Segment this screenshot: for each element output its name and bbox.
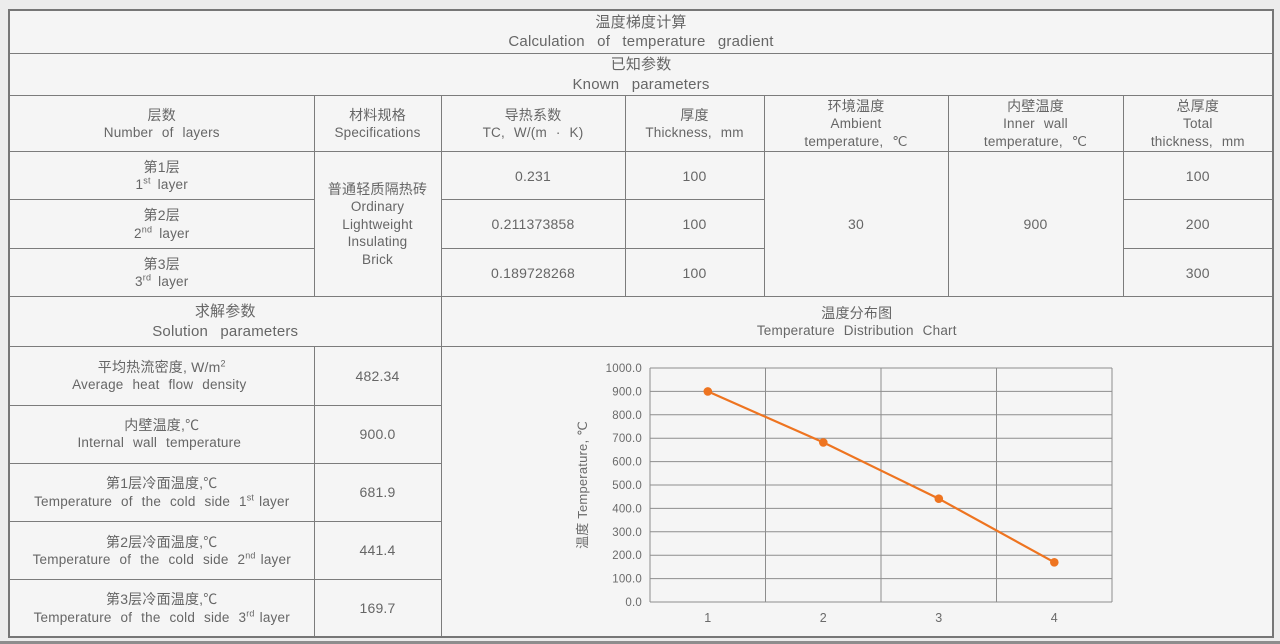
temperature-chart-svg: 0.0 100.0 200.0 300.0 400.0 500.0 600.0 700.0 80…: [575, 363, 1112, 625]
data-point: [818, 438, 828, 447]
solution-label-internal-wall-temperature: 内壁温度,℃ Internal wall temperature: [8, 404, 315, 464]
table-row: 平均热流密度, W/m2 Average heat flow density 4…: [8, 346, 1273, 406]
temperature-line: [706, 390, 1055, 564]
table-row: 第2层冷面温度,℃ Temperature of the cold side 2…: [8, 520, 1273, 581]
col-header-total-thickness: 总厚度 Total thickness, mm: [1122, 94, 1274, 153]
tc-value-layer-1: 0.231: [440, 151, 626, 201]
solution-value-cold-side-layer-3: 169.7: [313, 579, 442, 638]
chart-grid: [649, 367, 1112, 603]
solution-parameters-zh: 求解参数: [194, 303, 256, 321]
solution-label-heat-flow-density: 平均热流密度, W/m2 Average heat flow density: [8, 346, 315, 406]
col-header-ambient-temperature: 环境温度 Ambient temperature, ℃: [763, 94, 949, 153]
solution-label-cold-side-layer-3: 第3层冷面温度,℃ Temperature of the cold side 3…: [8, 579, 315, 638]
material-en: Ordinary Lightweight Insulating Brick: [342, 199, 413, 267]
thickness-value-layer-3: 100: [624, 248, 765, 298]
svg-text:300.0: 300.0: [612, 527, 642, 539]
col-header-inner-wall-en: Inner wall temperature, ℃: [983, 116, 1088, 149]
svg-text:4: 4: [1050, 611, 1057, 625]
solution-value-cold-side-layer-1: 681.9: [313, 462, 442, 522]
col-header-thickness-en: Thickness, mm: [645, 124, 744, 140]
layer-2-label: 第2层 2nd layer: [8, 199, 315, 250]
chart-title: 温度分布图 Temperature Distribution Chart: [440, 296, 1274, 348]
chart-title-zh: 温度分布图: [821, 304, 893, 321]
svg-text:1000.0: 1000.0: [605, 363, 641, 375]
data-point: [703, 387, 712, 396]
svg-text:100.0: 100.0: [612, 574, 642, 586]
tc-value-layer-2: 0.211373858: [440, 199, 626, 250]
col-header-tc-en: TC, W/(m · K): [482, 124, 584, 140]
material-zh: 普通轻质隔热砖: [327, 181, 428, 198]
ambient-temperature-value: 30: [763, 151, 949, 298]
solution-value-heat-flow-density: 482.34: [313, 346, 442, 406]
svg-text:0.0: 0.0: [625, 597, 642, 609]
table-row: 第2层 2nd layer 0.211373858 100 200: [8, 199, 1274, 250]
sheet-title-zh: 温度梯度计算: [595, 13, 687, 31]
svg-text:500.0: 500.0: [612, 480, 642, 492]
solution-value-cold-side-layer-2: 441.4: [313, 520, 442, 581]
svg-text:3: 3: [935, 611, 942, 625]
svg-text:2: 2: [819, 611, 826, 625]
inner-wall-temperature-value: 900: [947, 151, 1124, 298]
solution-label-cold-side-layer-1: 第1层冷面温度,℃ Temperature of the cold side 1…: [8, 462, 315, 522]
known-parameters-zh: 已知参数: [610, 56, 672, 73]
thickness-value-layer-2: 100: [624, 199, 765, 250]
col-header-total-thickness-en: Total thickness, mm: [1150, 116, 1245, 149]
table-row: 第1层 1st layer 普通轻质隔热砖 Ordinary Lightweigh…: [8, 151, 1274, 298]
col-header-specifications-en: Specifications: [334, 124, 421, 140]
y-axis-title: 温度 Temperature, ℃: [575, 421, 590, 549]
svg-text:600.0: 600.0: [612, 457, 642, 469]
layer-1-label: 第1层 1st layer: [8, 151, 315, 201]
svg-text:1: 1: [704, 611, 711, 625]
solution-parameters-en: Solution parameters: [152, 322, 299, 340]
col-header-thickness-zh: 厚度: [680, 106, 709, 123]
calculation-sheet: 温度梯度计算 Calculation of temperature gradie…: [8, 9, 1275, 639]
data-point: [1049, 558, 1059, 567]
svg-text:900.0: 900.0: [612, 387, 642, 399]
col-header-thickness: 厚度 Thickness, mm: [624, 94, 765, 153]
sheet-title: 温度梯度计算 Calculation of temperature gradie…: [8, 9, 1274, 54]
svg-text:200.0: 200.0: [612, 550, 642, 562]
total-thickness-value-layer-3: 300: [1122, 248, 1274, 298]
thickness-value-layer-1: 100: [624, 151, 765, 201]
sheet-title-en: Calculation of temperature gradient: [508, 33, 774, 50]
col-header-specifications: 材料规格 Specifications: [313, 94, 442, 153]
window-bottom-edge: [0, 641, 1280, 644]
temperature-chart: 0.0 100.0 200.0 300.0 400.0 500.0 600.0 700.0 80…: [440, 346, 1274, 638]
solution-parameters-header: 求解参数 Solution parameters: [8, 296, 442, 348]
y-axis-tick-labels: 0.0 100.0 200.0 300.0 400.0 500.0 600.0 700.0 80…: [605, 363, 641, 609]
col-header-inner-wall-zh: 内壁温度: [1007, 98, 1064, 114]
table-row: 第1层冷面温度,℃ Temperature of the cold side 1…: [8, 462, 1273, 522]
col-header-layers-zh: 层数: [147, 106, 176, 123]
col-header-total-thickness-zh: 总厚度: [1176, 98, 1220, 114]
solution-label-cold-side-layer-2: 第2层冷面温度,℃ Temperature of the cold side 2…: [8, 520, 315, 581]
col-header-inner-wall-temperature: 内壁温度 Inner wall temperature, ℃: [947, 94, 1124, 153]
chart-title-en: Temperature Distribution Chart: [756, 323, 957, 339]
svg-text:800.0: 800.0: [612, 410, 642, 422]
tc-value-layer-3: 0.189728268: [440, 248, 626, 298]
data-point: [934, 494, 943, 504]
known-parameters-en: Known parameters: [572, 75, 710, 93]
col-header-ambient-en: Ambient temperature, ℃: [804, 116, 908, 149]
col-header-ambient-zh: 环境温度: [827, 98, 885, 114]
total-thickness-value-layer-1: 100: [1122, 151, 1274, 201]
table-row: 第3层 3rd layer 0.189728268 100 300: [8, 248, 1274, 298]
solution-value-internal-wall-temperature: 900.0: [313, 404, 442, 464]
col-header-thermal-conductivity: 导热系数 TC, W/(m · K): [440, 94, 626, 153]
svg-text:400.0: 400.0: [612, 504, 642, 516]
table-row: 第3层冷面温度,℃ Temperature of the cold side 3…: [8, 579, 1273, 638]
total-thickness-value-layer-2: 200: [1122, 199, 1274, 250]
table-row: 内壁温度,℃ Internal wall temperature 900.0: [8, 404, 1273, 464]
material-cell: 普通轻质隔热砖 Ordinary Lightweight Insulating …: [313, 151, 442, 298]
col-header-tc-zh: 导热系数: [504, 106, 562, 123]
col-header-layers-en: Number of layers: [103, 124, 220, 140]
data-points: [703, 387, 1059, 567]
known-parameters-header: 已知参数 Known parameters: [8, 53, 1274, 96]
x-axis-tick-labels: 1 2 3 4: [704, 611, 1057, 625]
col-header-layers: 层数 Number of layers: [8, 94, 315, 153]
svg-text:700.0: 700.0: [612, 433, 642, 445]
layer-3-label: 第3层 3rd layer: [8, 248, 315, 298]
col-header-specifications-zh: 材料规格: [349, 106, 406, 123]
